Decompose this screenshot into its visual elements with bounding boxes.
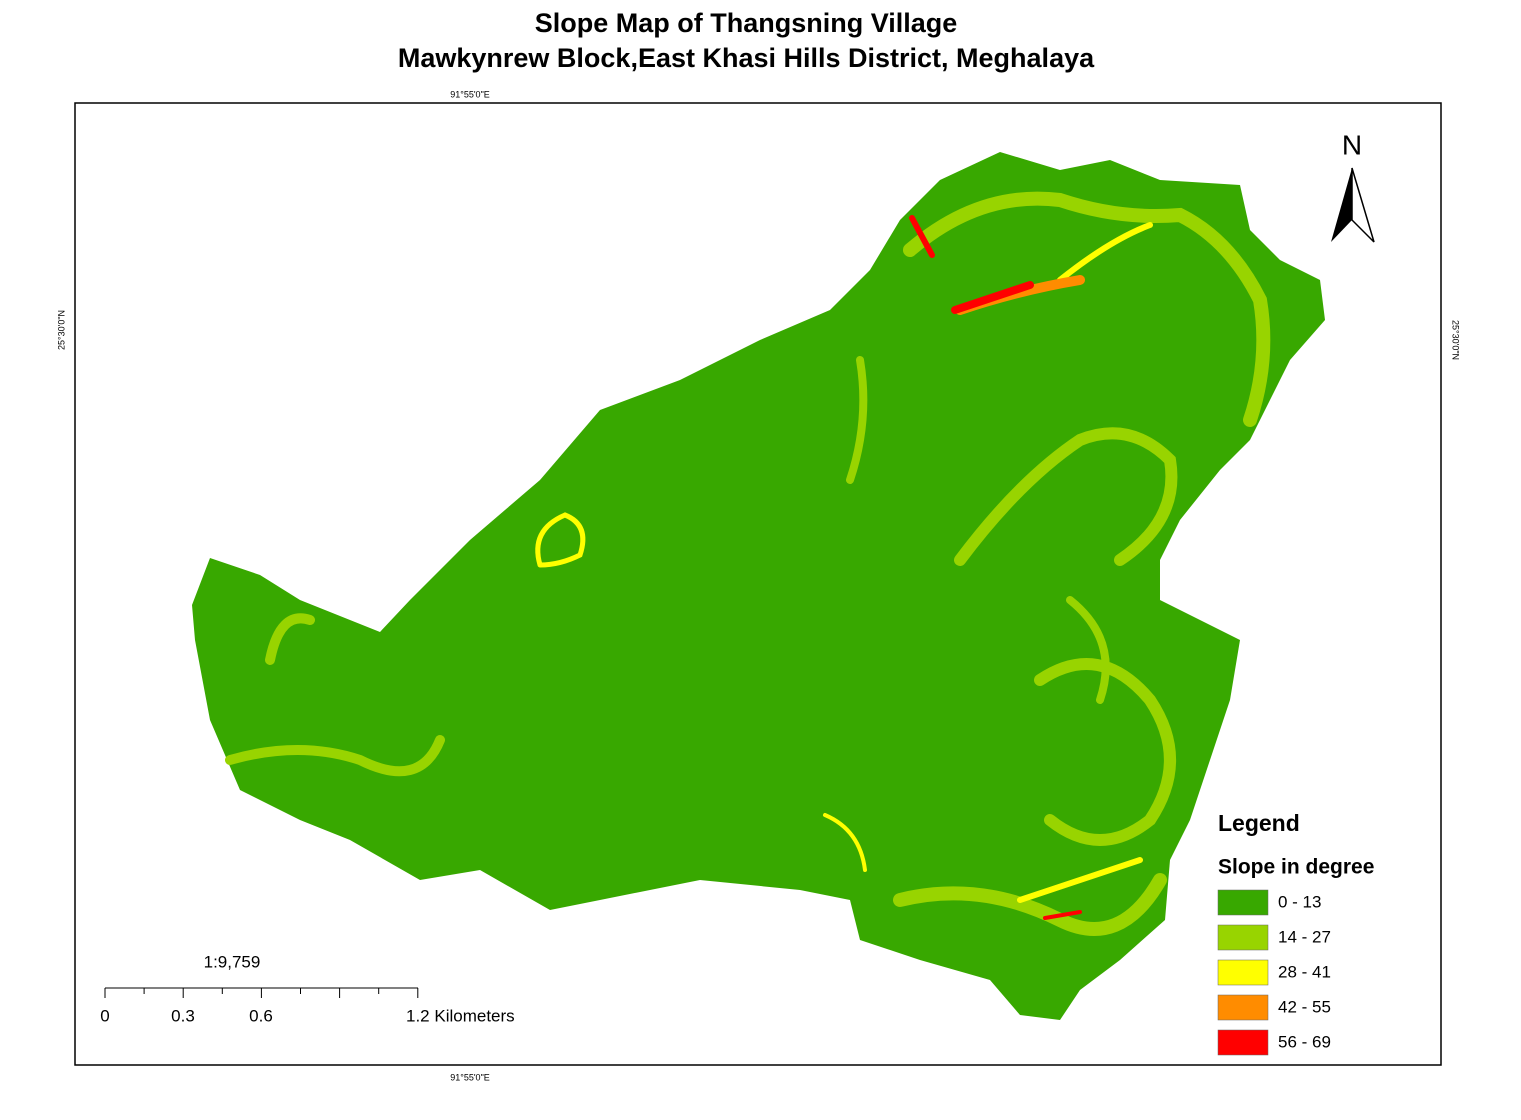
terrain bbox=[192, 152, 1325, 1020]
legend-swatch bbox=[1217, 924, 1269, 951]
slope-band bbox=[823, 813, 867, 872]
slope-band bbox=[1017, 857, 1143, 903]
slope-band bbox=[893, 873, 1167, 936]
scale-label: 0.3 bbox=[171, 1006, 195, 1025]
legend-label: 42 - 55 bbox=[1278, 997, 1331, 1016]
north-arrow bbox=[1331, 168, 1352, 242]
legend-label: 0 - 13 bbox=[1278, 892, 1321, 911]
slope-band bbox=[903, 191, 1271, 427]
slope-band bbox=[1057, 222, 1153, 283]
title: Slope Map of Thangsning Village bbox=[535, 8, 958, 38]
map-frame bbox=[74, 102, 1442, 1066]
slope-band bbox=[846, 356, 868, 484]
slope-band bbox=[1034, 658, 1176, 846]
graticule-label: 91°55'0"E bbox=[450, 89, 490, 99]
slope-band bbox=[954, 427, 1178, 566]
legend: 0 - 13 14 - 27 28 - 41 42 - 55 56 - 69 bbox=[1217, 889, 1331, 1056]
graticule-label: 91°55'0"E bbox=[450, 1072, 490, 1082]
slope-band bbox=[951, 281, 1034, 314]
scale-label: 0.6 bbox=[249, 1006, 273, 1025]
graticule-label: 25°30'0"N bbox=[56, 310, 66, 350]
legend-swatch bbox=[1217, 1029, 1269, 1056]
scale-bar: 0 0.3 0.6 1.2 Kilometers bbox=[100, 987, 515, 1025]
legend-swatch bbox=[1217, 889, 1269, 916]
scale-ratio: 1:9,759 bbox=[204, 952, 261, 971]
slope-band bbox=[909, 215, 935, 258]
legend-label: 28 - 41 bbox=[1278, 962, 1331, 981]
slope-band bbox=[1066, 596, 1110, 704]
slope-band bbox=[1043, 910, 1082, 920]
subtitle: Mawkynrew Block,East Khasi Hills Distric… bbox=[398, 43, 1095, 73]
scale-label: 0 bbox=[100, 1006, 109, 1025]
slope-band bbox=[225, 735, 445, 777]
north-label: N bbox=[1342, 129, 1362, 160]
north-arrow bbox=[1351, 167, 1375, 243]
slope-band bbox=[535, 512, 586, 568]
slope-band bbox=[265, 613, 315, 665]
legend-label: 56 - 69 bbox=[1278, 1032, 1331, 1051]
legend-title: Legend bbox=[1218, 810, 1300, 836]
legend-label: 14 - 27 bbox=[1278, 927, 1331, 946]
graticule-label: 25°30'0"N bbox=[1451, 320, 1461, 360]
legend-subtitle: Slope in degree bbox=[1218, 856, 1374, 879]
scale-label: 1.2 Kilometers bbox=[406, 1006, 515, 1025]
village-area bbox=[192, 152, 1325, 1020]
legend-swatch bbox=[1217, 994, 1269, 1021]
legend-swatch bbox=[1217, 959, 1269, 986]
